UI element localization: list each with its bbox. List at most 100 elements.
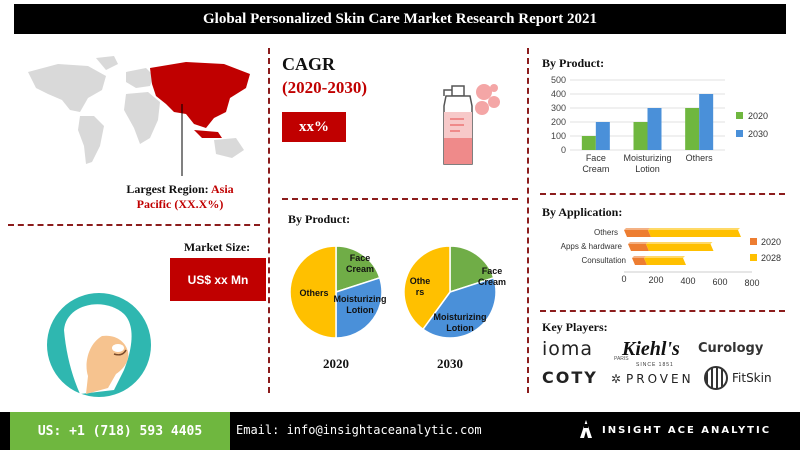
largest-region: Largest Region: Asia Pacific (XX.X%) xyxy=(90,182,270,212)
pie-label: Lotion xyxy=(346,305,374,315)
pie-slice xyxy=(403,245,451,331)
pie-label: Lotion xyxy=(446,323,474,333)
divider-left-h xyxy=(8,224,260,226)
hbar-2020 xyxy=(628,244,649,251)
cagr-period: (2020-2030) xyxy=(282,78,367,97)
hbar-2020 xyxy=(632,258,647,265)
brand-logo-icon xyxy=(580,420,592,438)
north-america-shape xyxy=(28,64,106,112)
x-tick-label: Others xyxy=(686,153,714,163)
pie-label: rs xyxy=(416,287,425,297)
x-tick-label: 600 xyxy=(712,277,727,287)
y-category-label: Others xyxy=(594,228,618,237)
footer-brand: INSIGHT ACE ANALYTIC xyxy=(602,425,772,436)
legend-label: 2020 xyxy=(748,111,768,121)
x-tick-label: 800 xyxy=(744,278,759,288)
divider-right-h2 xyxy=(540,310,785,312)
bar-2020 xyxy=(633,122,648,150)
divider-right xyxy=(527,48,529,393)
divider-left xyxy=(268,48,270,393)
legend-label: 2028 xyxy=(761,253,781,263)
australia-shape xyxy=(214,138,244,158)
cagr-value: xx% xyxy=(282,112,346,142)
x-tick-label: 0 xyxy=(621,274,626,284)
x-tick-label: Face xyxy=(586,153,606,163)
y-tick-label: 100 xyxy=(551,131,566,141)
y-tick-label: 0 xyxy=(561,145,566,155)
indonesia-shape xyxy=(194,130,222,138)
hbar-2028 xyxy=(644,258,686,265)
logo-fitskin: FitSkin xyxy=(732,371,772,385)
pie-label: Face xyxy=(482,266,503,276)
pie-year-2030: 2030 xyxy=(437,356,463,371)
legend-swatch xyxy=(750,254,757,261)
world-map xyxy=(28,56,250,176)
hbar-top-2020 xyxy=(632,256,646,258)
pie-label: Moisturizing xyxy=(334,294,387,304)
greenland-shape xyxy=(96,56,118,70)
legend-swatch xyxy=(736,112,743,119)
bar-2020 xyxy=(685,108,700,150)
pie-slice xyxy=(335,245,381,294)
pie-label: Others xyxy=(299,288,328,298)
hbar-top-2028 xyxy=(644,256,685,258)
x-tick-label: 400 xyxy=(680,276,695,286)
y-tick-label: 200 xyxy=(551,117,566,127)
pie-slice xyxy=(335,276,383,339)
south-america-shape xyxy=(78,116,104,164)
pie-label: Cream xyxy=(346,264,374,274)
legend-label: 2020 xyxy=(761,237,781,247)
pie-year-2020: 2020 xyxy=(323,356,349,371)
market-size-value: US$ xx Mn xyxy=(170,258,266,301)
cagr-title: CAGR xyxy=(282,54,335,74)
bar-2030 xyxy=(699,94,714,150)
logo-ioma-sub: PARIS xyxy=(614,356,629,362)
hbar-2020 xyxy=(624,230,651,237)
players-logos: ioma PARIS Kiehl's SINCE 1851 Curology C… xyxy=(540,338,790,398)
hbar-2028 xyxy=(646,244,714,251)
bar-section-title: By Product: xyxy=(542,56,605,70)
x-tick-label: 200 xyxy=(648,275,663,285)
legend-swatch xyxy=(750,238,757,245)
europe-shape xyxy=(126,68,154,88)
footer-phone[interactable]: US: +1 (718) 593 4405 xyxy=(10,412,230,450)
africa-shape xyxy=(124,92,160,144)
app-section-title: By Application: xyxy=(542,205,623,219)
region-value: Asia xyxy=(210,182,234,196)
logo-kiehls-sub: SINCE 1851 xyxy=(636,362,674,368)
report-title: Global Personalized Skin Care Market Res… xyxy=(14,4,786,34)
divider-mid-h xyxy=(282,198,518,200)
y-category-label: Apps & hardware xyxy=(561,242,623,251)
pie-slice xyxy=(421,276,497,339)
pie-section-title: By Product: xyxy=(288,212,351,226)
logo-curology: Curology xyxy=(698,341,764,356)
bar-2020 xyxy=(581,136,596,150)
footer-email[interactable]: Email: info@insightaceanalytic.com xyxy=(236,423,482,437)
hbar-top-2028 xyxy=(648,228,740,230)
legend-label: 2030 xyxy=(748,129,768,139)
legend-swatch xyxy=(736,130,743,137)
divider-right-h1 xyxy=(540,193,785,195)
hbar-top-2020 xyxy=(628,242,648,244)
region-value-share: Pacific (XX.X%) xyxy=(136,197,224,211)
market-size-title: Market Size: xyxy=(183,240,251,254)
hbar-top-2020 xyxy=(624,228,650,230)
logo-proven: PROVEN xyxy=(626,372,694,386)
bar-2030 xyxy=(595,122,610,150)
players-title: Key Players: xyxy=(542,320,608,334)
x-tick-label: Lotion xyxy=(635,164,660,174)
y-tick-label: 500 xyxy=(551,75,566,85)
pie-label: Othe xyxy=(410,276,431,286)
pie-label: Cream xyxy=(478,277,506,287)
y-tick-label: 300 xyxy=(551,103,566,113)
pie-label: Moisturizing xyxy=(434,312,487,322)
pie-label: Face xyxy=(350,253,371,263)
lotion-bottle-icon xyxy=(443,84,500,165)
pie-slice xyxy=(449,245,495,294)
hbar-top-2028 xyxy=(646,242,713,244)
x-tick-label: Moisturizing xyxy=(623,153,671,163)
logo-coty: COTY xyxy=(542,368,598,387)
